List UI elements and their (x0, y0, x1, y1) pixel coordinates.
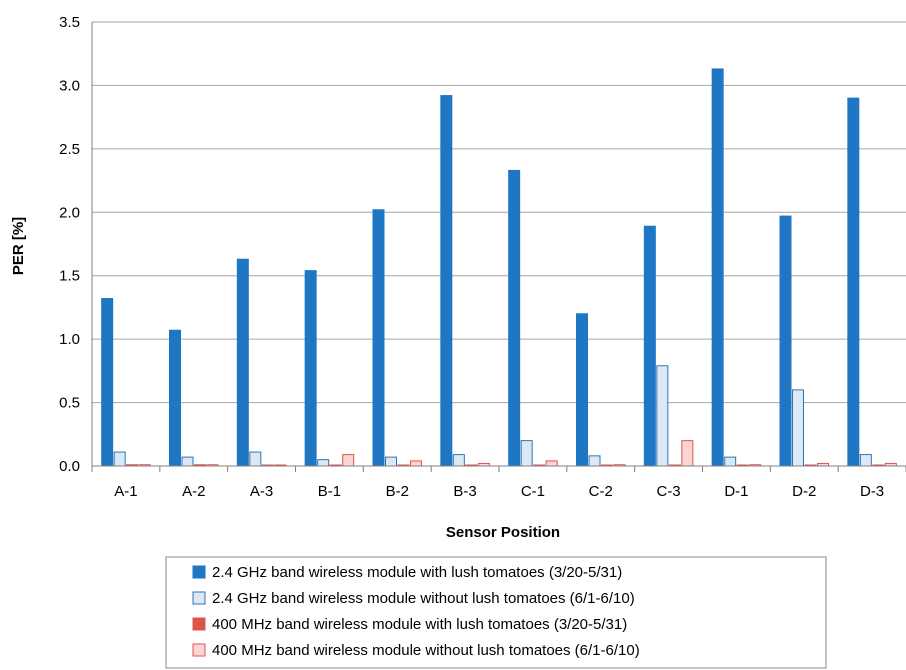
x-tick-label: C-1 (521, 483, 545, 500)
y-tick-label: 0.0 (59, 458, 80, 475)
legend-label: 400 MHz band wireless module without lus… (212, 642, 640, 659)
bar (385, 456, 397, 467)
bar (440, 95, 453, 467)
legend-swatch (192, 591, 206, 605)
legend-label: 2.4 GHz band wireless module without lus… (212, 590, 635, 607)
bar (779, 215, 792, 467)
x-tick-label: D-3 (860, 483, 884, 500)
x-tick-label: B-1 (318, 483, 341, 500)
bar (520, 440, 533, 467)
x-tick-label: A-1 (114, 483, 137, 500)
x-tick-label: D-1 (724, 483, 748, 500)
bar (101, 298, 114, 467)
y-tick-label: 3.0 (59, 77, 80, 94)
bar (304, 270, 317, 467)
bar (576, 313, 588, 467)
bar (236, 258, 249, 467)
bar (372, 209, 385, 467)
bar (249, 451, 262, 467)
x-axis-title: Sensor Position (446, 524, 560, 541)
legend-label: 2.4 GHz band wireless module with lush t… (212, 564, 622, 581)
bar (711, 68, 724, 467)
bar (847, 97, 860, 467)
x-tick-label: B-3 (453, 483, 476, 500)
bars (101, 68, 897, 467)
y-tick-label: 1.5 (59, 268, 80, 285)
bar (410, 460, 422, 467)
bar (317, 459, 330, 467)
x-tick-label: A-3 (250, 483, 273, 500)
x-tick-label: C-2 (589, 483, 613, 500)
legend-swatch (192, 617, 206, 631)
x-tick-label: C-3 (656, 483, 680, 500)
bar (724, 456, 737, 467)
legend-frame (165, 556, 827, 669)
bar (342, 454, 355, 467)
legend-swatch (192, 643, 206, 657)
y-tick-label: 1.0 (59, 331, 80, 348)
bar (643, 225, 656, 467)
x-tick-label: B-2 (386, 483, 409, 500)
y-tick-labels: 0.0 0.5 1.0 1.5 2.0 2.5 3.0 3.5 (59, 14, 80, 475)
x-tick-labels: A-1 A-2 A-3 B-1 B-2 B-3 C-1 C-2 C-3 D-1 D-2 D-3 (114, 483, 884, 500)
legend: 2.4 GHz band wireless module with lush t… (165, 556, 827, 669)
bar (588, 455, 601, 467)
y-tick-label: 2.5 (59, 141, 80, 158)
bar (859, 454, 872, 467)
y-tick-label: 2.0 (59, 204, 80, 221)
x-tick-label: D-2 (792, 483, 816, 500)
y-tick-label: 3.5 (59, 14, 80, 31)
y-tick-label: 0.5 (59, 395, 80, 412)
bar (656, 365, 669, 467)
bar (452, 454, 465, 467)
bar (113, 451, 126, 467)
bar (169, 329, 181, 467)
axes (91, 22, 906, 472)
x-tick-label: A-2 (182, 483, 205, 500)
bar (681, 440, 694, 467)
gridlines (92, 21, 906, 404)
legend-label: 400 MHz band wireless module with lush t… (212, 616, 627, 633)
bar (508, 169, 521, 467)
bar (181, 456, 194, 467)
y-axis-title: PER [%] (10, 217, 27, 275)
bar (545, 460, 558, 467)
legend-swatch (192, 565, 206, 579)
bar (792, 389, 804, 467)
